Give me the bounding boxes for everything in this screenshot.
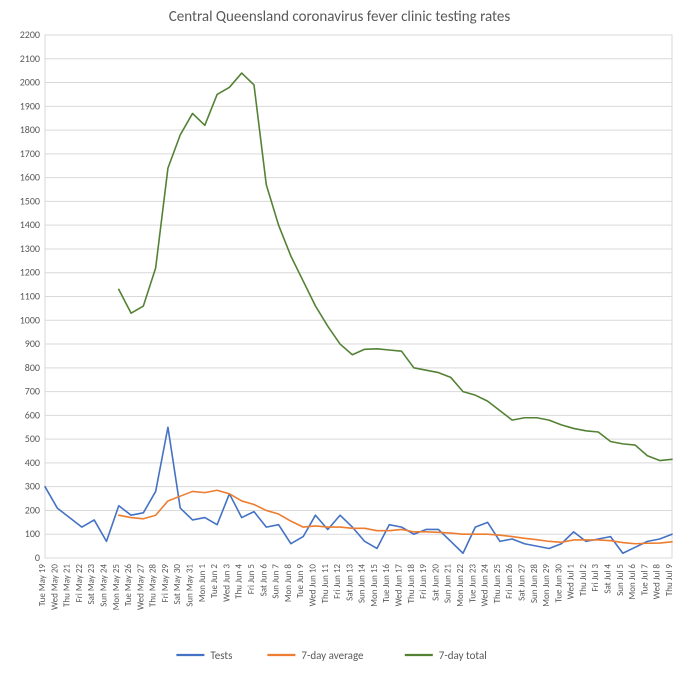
- x-tick-label: Wed Jun 10: [307, 564, 318, 607]
- chart-title: Central Queensland coronavirus fever cli…: [0, 8, 679, 26]
- x-tick-label: Mon Jul 6: [627, 564, 638, 600]
- y-tick-label: 2000: [20, 76, 40, 89]
- x-tick-label: Thu May 21: [62, 564, 73, 607]
- y-tick-label: 1600: [20, 171, 40, 184]
- x-tick-label: Tue Jul 7: [639, 564, 650, 596]
- x-tick-label: Wed Jul 8: [652, 564, 663, 600]
- x-tick-label: Sat Jun 27: [516, 564, 527, 601]
- y-tick-label: 1700: [20, 147, 40, 160]
- y-tick-label: 100: [25, 527, 40, 540]
- chart-svg: 0 100 200 300 400 500 600 700 800 900 1000 1100 1200…: [0, 0, 679, 679]
- y-tick-label: 800: [25, 361, 40, 374]
- x-tick-label: Sat Jun 6: [258, 564, 269, 597]
- x-tick-label: Mon May 25: [111, 564, 122, 611]
- x-tick-label: Fri May 29: [160, 564, 171, 603]
- y-tick-label: 2200: [20, 28, 40, 41]
- x-tick-label: Sat May 23: [86, 564, 97, 605]
- x-tick-label: Thu May 28: [148, 564, 159, 607]
- x-tick-label: Tue May 19: [37, 564, 48, 607]
- x-tick-label: Thu Jun 18: [406, 564, 417, 604]
- x-tick-label: Tue May 26: [123, 564, 134, 607]
- y-tick-label: 400: [25, 456, 40, 469]
- y-tick-label: 1900: [20, 99, 40, 112]
- x-tick-label: Thu Jun 11: [320, 564, 331, 604]
- y-tick-label: 700: [25, 385, 40, 398]
- x-tick-label: Tue Jun 23: [467, 564, 478, 603]
- y-tick-label: 0: [35, 551, 40, 564]
- x-tick-label: Sat Jul 4: [603, 564, 614, 594]
- x-tick-label: Wed Jun 17: [394, 564, 405, 607]
- x-tick-label: Tue Jun 30: [553, 564, 564, 603]
- x-tick-label: Fri Jun 19: [418, 564, 429, 599]
- x-tick-label: Tue Jun 16: [381, 564, 392, 603]
- legend-label: 7-day total: [439, 649, 487, 662]
- x-tick-label: Mon Jun 29: [541, 564, 552, 607]
- x-tick-label: Sun Jul 5: [615, 564, 626, 596]
- y-tick-label: 500: [25, 432, 40, 445]
- x-tick-label: Mon Jun 22: [455, 564, 466, 607]
- x-tick-label: Fri Jun 26: [504, 564, 515, 599]
- x-tick-label: Sun May 24: [98, 564, 109, 607]
- y-tick-label: 900: [25, 337, 40, 350]
- x-tick-label: Wed Jun 3: [221, 564, 232, 602]
- x-tick-label: Thu Jul 2: [578, 564, 589, 597]
- x-tick-label: Sat Jun 13: [344, 564, 355, 601]
- x-tick-label: Sun Jun 21: [443, 564, 454, 604]
- x-tick-label: Sun May 31: [185, 564, 196, 607]
- x-tick-label: Thu Jun 25: [492, 564, 503, 604]
- y-tick-label: 2100: [20, 52, 40, 65]
- x-tick-label: Sun Jun 7: [271, 564, 282, 599]
- x-tick-label: Sat Jun 20: [430, 564, 441, 601]
- chart-container: Central Queensland coronavirus fever cli…: [0, 0, 679, 679]
- y-tick-label: 1000: [20, 313, 40, 326]
- y-tick-label: 300: [25, 480, 40, 493]
- x-tick-label: Sun Jun 14: [357, 564, 368, 604]
- y-tick-label: 1300: [20, 242, 40, 255]
- y-tick-label: 600: [25, 408, 40, 421]
- y-tick-label: 1100: [20, 290, 40, 303]
- series-line: [119, 73, 672, 460]
- x-tick-label: Wed May 20: [49, 564, 60, 610]
- x-tick-label: Fri Jun 12: [332, 564, 343, 599]
- x-tick-label: Fri May 22: [74, 564, 85, 603]
- x-tick-label: Sat May 30: [172, 564, 183, 605]
- y-tick-label: 1400: [20, 218, 40, 231]
- x-tick-label: Thu Jun 4: [234, 564, 245, 599]
- x-tick-label: Mon Jun 8: [283, 564, 294, 603]
- x-tick-label: Fri Jun 5: [246, 564, 257, 595]
- x-tick-label: Wed Jun 24: [480, 564, 491, 607]
- legend-label: Tests: [210, 649, 232, 662]
- y-tick-label: 1800: [20, 123, 40, 136]
- x-tick-label: Mon Jun 1: [197, 564, 208, 603]
- x-tick-label: Tue Jun 9: [295, 564, 306, 598]
- x-tick-label: Mon Jun 15: [369, 564, 380, 607]
- x-tick-label: Tue Jun 2: [209, 564, 220, 598]
- x-tick-label: Wed May 27: [135, 564, 146, 610]
- x-tick-label: Sun Jun 28: [529, 564, 540, 604]
- x-tick-label: Thu Jul 9: [664, 564, 675, 597]
- series-line: [119, 490, 672, 543]
- y-tick-label: 1200: [20, 266, 40, 279]
- y-tick-label: 1500: [20, 194, 40, 207]
- legend-label: 7-day average: [301, 649, 364, 662]
- x-tick-label: Wed Jul 1: [566, 564, 577, 600]
- y-tick-label: 200: [25, 503, 40, 516]
- x-tick-label: Fri Jul 3: [590, 564, 601, 592]
